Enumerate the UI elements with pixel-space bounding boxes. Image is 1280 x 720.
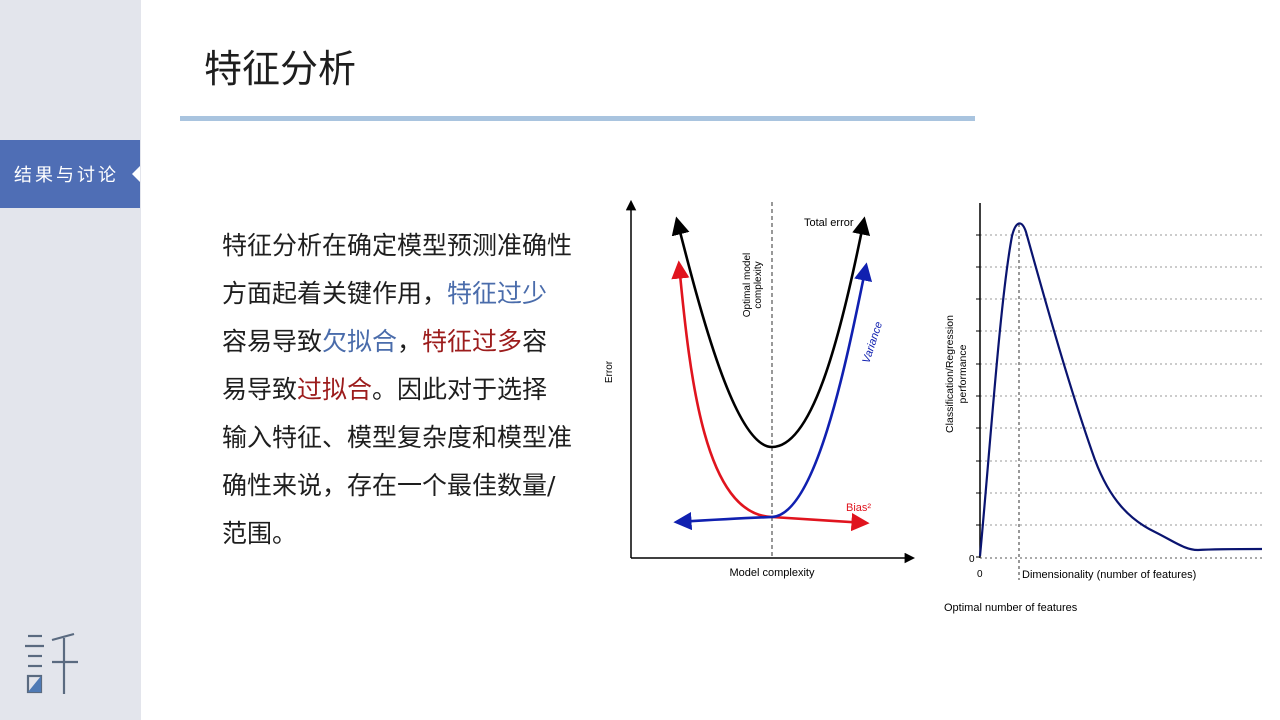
- logo-icon: [25, 632, 78, 694]
- x-axis-label: Model complexity: [730, 567, 815, 579]
- page-title: 特征分析: [204, 47, 357, 91]
- x-axis-label: Dimensionality (number of features): [1022, 569, 1196, 581]
- sidebar: 结果与讨论: [0, 0, 141, 720]
- text-underfitting: 欠拟合: [322, 327, 398, 356]
- caret-left-icon: [132, 166, 140, 182]
- text-too-few-features: 特征过少: [447, 279, 548, 308]
- text-leads-to-1: 容易导致: [222, 327, 323, 356]
- title-divider: [180, 116, 975, 121]
- gridlines: [980, 234, 1262, 526]
- label-bias: Bias²: [846, 502, 871, 514]
- text-intro: 特征分析在确定模型预测准确性方面起着关键作用，: [222, 231, 573, 308]
- series-performance: [978, 222, 1263, 557]
- y-axis-label: Error: [604, 360, 615, 383]
- text-too-many-features: 特征过多: [422, 327, 523, 356]
- text-leads-to-2: 容易导致: [222, 327, 548, 404]
- text-overfitting: 过拟合: [297, 375, 373, 404]
- dimensionality-chart: 0 0 Dimensionality (number of features) …: [944, 203, 1263, 614]
- y-tick-0: 0: [969, 554, 975, 565]
- nav-tab-label: 结果与讨论: [14, 165, 119, 186]
- body-paragraph: 特征分析在确定模型预测准确性方面起着关键作用，特征过少容易导致欠拟合，特征过多容…: [222, 222, 572, 558]
- series-variance: [673, 262, 873, 531]
- annotation-optimal-features: Optimal number of features: [944, 602, 1078, 614]
- bias-variance-chart: Total error Bias² Variance Error Model c…: [604, 199, 916, 579]
- text-comma: ，: [397, 327, 423, 356]
- label-variance: Variance: [860, 320, 885, 365]
- nav-tab-results-discussion[interactable]: 结果与讨论: [0, 140, 140, 208]
- label-total-error: Total error: [804, 217, 854, 229]
- series-total-error: [671, 216, 871, 449]
- text-conclusion: 。因此对于选择输入特征、模型复杂度和模型准确性来说，存在一个最佳数量/范围。: [222, 375, 573, 548]
- y-axis-label: Classification/Regressionperformance: [944, 315, 969, 433]
- annotation-optimal-complexity: Optimal modelcomplexity: [742, 253, 764, 317]
- x-tick-0: 0: [977, 569, 983, 580]
